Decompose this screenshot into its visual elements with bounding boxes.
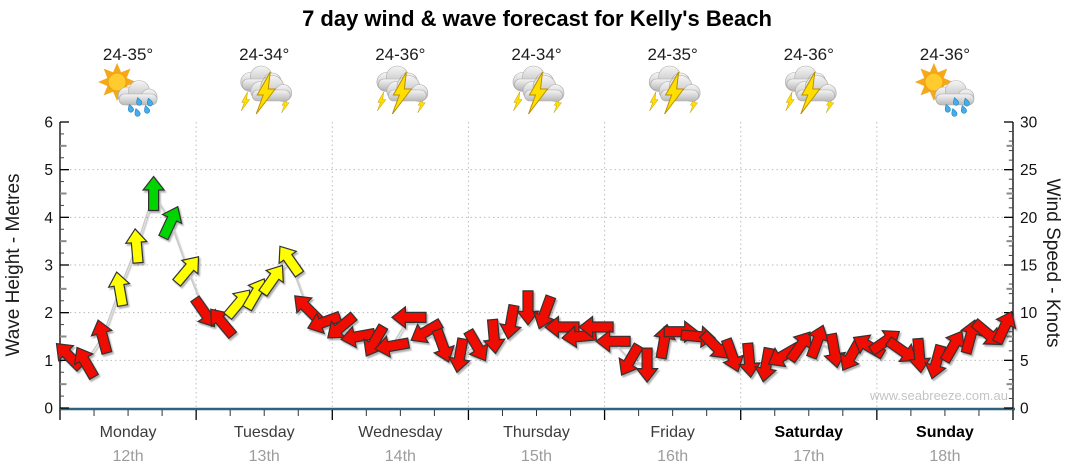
wind-arrow-red [497,303,525,342]
date-label: 16th [657,448,688,465]
date-label: 17th [793,448,824,465]
left-tick-label: 4 [44,210,53,227]
day-labels: Monday 12th Tuesday 13th Wednesday 14th Thursd… [100,424,974,465]
wind-arrow-red [595,330,631,353]
axis-tick-labels: 0 1 2 3 4 5 6 0 5 10 15 20 25 30 [44,115,1037,418]
temperature-range-label: 24-36° [784,45,834,64]
weather-icon-storm [241,66,292,114]
weather-icon-storm [377,66,428,114]
wind-arrow-yellow [168,249,208,291]
date-label: 13th [249,448,280,465]
left-tick-label: 3 [44,258,53,275]
day-label: Friday [650,424,694,441]
wind-arrow-yellow [105,269,134,308]
day-label: Monday [100,424,157,441]
temperature-range-label: 24-35° [103,45,153,64]
weather-icon-storm [785,66,836,114]
wind-arrow-red [391,306,427,329]
left-tick-label: 5 [44,162,53,179]
temperature-range-label: 24-34° [511,45,561,64]
weather-icon-sunrain [98,63,157,119]
day-label: Wednesday [358,424,442,441]
wind-arrow-yellow [124,227,150,265]
left-tick-label: 6 [44,115,53,132]
page-title: 7 day wind & wave forecast for Kelly's B… [302,6,772,31]
date-label: 15th [521,448,552,465]
date-label: 14th [385,448,416,465]
weather-icon-storm [649,66,700,114]
day-label: Sunday [916,424,974,441]
left-tick-label: 2 [44,305,53,322]
right-tick-label: 10 [1020,305,1038,322]
axes [59,121,1015,420]
temperature-range-label: 24-36° [920,45,970,64]
temperature-range-label: 24-34° [239,45,289,64]
wind-arrows-layer [48,175,1022,385]
day-label: Thursday [503,424,570,441]
left-tick-label: 1 [44,353,53,370]
watermark: www.seabreeze.com.au [869,388,1008,403]
wind-arrow-red [516,290,540,326]
weather-icon-storm [513,66,564,114]
day-label: Saturday [775,424,844,441]
wind-arrow-red [87,316,118,357]
temperature-range-label: 24-36° [375,45,425,64]
daily-temps-and-icons: 24-35° 24-34° 24-36° 24-34° 24-35° 24-36° 24-3… [98,45,974,119]
day-label: Tuesday [234,424,295,441]
right-tick-label: 30 [1020,115,1038,132]
date-label: 12th [113,448,144,465]
date-label: 18th [929,448,960,465]
right-tick-label: 20 [1020,210,1038,227]
right-tick-label: 15 [1020,258,1037,275]
right-tick-label: 5 [1020,353,1029,370]
weather-icon-sunrain [915,63,974,119]
right-tick-label: 25 [1020,162,1037,179]
right-tick-label: 0 [1020,401,1029,418]
left-tick-label: 0 [44,401,53,418]
temperature-range-label: 24-35° [648,45,698,64]
gridlines [61,122,1012,408]
